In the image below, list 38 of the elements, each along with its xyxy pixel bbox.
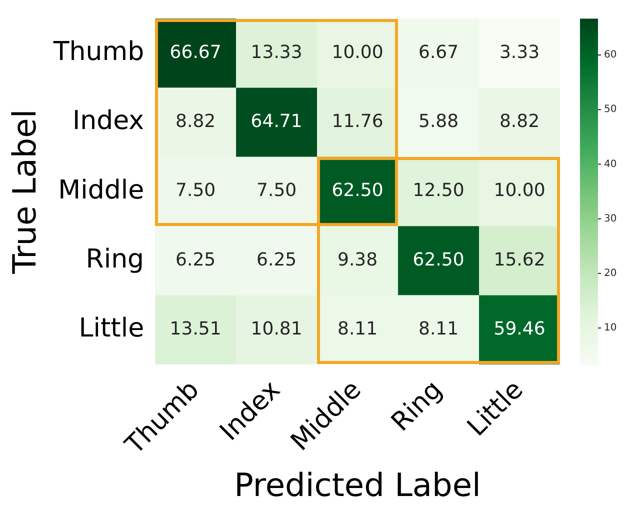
y-axis-title: True Label bbox=[6, 109, 44, 275]
data-label: 13.33 bbox=[250, 42, 302, 63]
data-label: 11.76 bbox=[332, 111, 384, 132]
data-label: 13.51 bbox=[170, 318, 222, 340]
data-label: 8.82 bbox=[499, 111, 540, 132]
color-bar-label: 40 bbox=[604, 158, 617, 170]
y-tick-label: Little bbox=[78, 314, 144, 344]
color-bar-label: 60 bbox=[604, 50, 617, 61]
data-label: 8.11 bbox=[418, 318, 459, 340]
data-label: 12.50 bbox=[412, 180, 464, 202]
data-label: 6.25 bbox=[256, 249, 297, 270]
data-label: 66.67 bbox=[170, 42, 222, 63]
data-label: 62.50 bbox=[332, 180, 384, 202]
data-label: 8.11 bbox=[337, 318, 378, 340]
data-label: 10.00 bbox=[494, 180, 546, 202]
data-label: 6.67 bbox=[418, 42, 459, 63]
data-label: 59.46 bbox=[494, 318, 546, 340]
y-tick-label: Ring bbox=[86, 244, 144, 274]
color-bar-label: 50 bbox=[604, 104, 617, 116]
y-tick-label: Thumb bbox=[52, 36, 144, 67]
data-label: 62.50 bbox=[412, 249, 464, 270]
y-tick-label: Index bbox=[72, 106, 144, 136]
data-label: 5.88 bbox=[418, 111, 459, 132]
data-label: 6.25 bbox=[176, 249, 216, 270]
color-bar-label: 30 bbox=[604, 213, 617, 224]
data-label: 9.38 bbox=[337, 249, 378, 270]
data-label: 7.50 bbox=[256, 180, 297, 202]
data-label: 10.00 bbox=[332, 42, 384, 63]
data-label: 3.33 bbox=[499, 42, 540, 63]
x-axis-title: Predicted Label bbox=[234, 466, 481, 504]
data-label: 64.71 bbox=[250, 111, 302, 132]
data-label: 7.50 bbox=[176, 180, 216, 202]
y-tick-label: Middle bbox=[58, 175, 144, 206]
color-bar-label: 20 bbox=[604, 268, 617, 280]
data-label: 15.62 bbox=[494, 249, 546, 270]
color-bar-label: 10 bbox=[604, 322, 617, 334]
data-label: 10.81 bbox=[250, 318, 302, 340]
data-label: 8.82 bbox=[176, 111, 216, 132]
